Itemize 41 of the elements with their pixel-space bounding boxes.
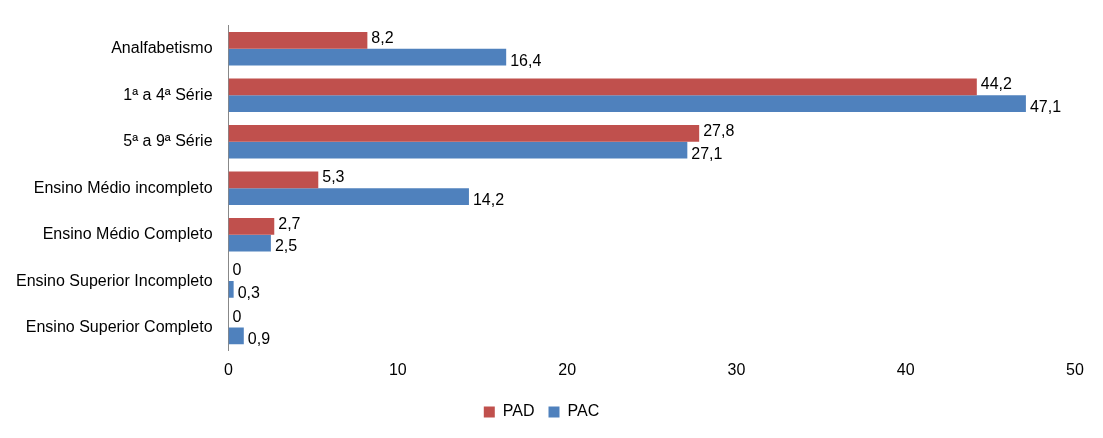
x-tick-label: 20 [558, 360, 577, 378]
legend-label: PAC [567, 402, 600, 420]
bar [228, 188, 469, 205]
data-label: 0,3 [237, 283, 260, 301]
x-tick-label: 0 [224, 360, 234, 378]
bar [228, 171, 319, 189]
data-label: 47,1 [1029, 98, 1062, 116]
y-tick-label: 1ª a 4ª Série [123, 85, 213, 103]
x-tick-label: 40 [896, 360, 915, 378]
data-label: 0,9 [247, 330, 271, 348]
data-label: 16,4 [510, 51, 542, 69]
y-tick-label: 5ª a 9ª Série [123, 132, 213, 150]
y-tick-label: Ensino Superior Incompleto [15, 271, 213, 289]
data-label: 27,8 [703, 121, 735, 139]
data-label: 44,2 [980, 75, 1013, 93]
bar [228, 281, 234, 298]
data-label: 2,7 [278, 214, 301, 232]
data-label: 5,3 [322, 168, 345, 186]
data-label: 0 [232, 261, 242, 279]
data-label: 14,2 [472, 190, 505, 208]
bar [228, 217, 275, 235]
bar [228, 48, 507, 66]
x-tick-label: 50 [1066, 360, 1084, 378]
x-tick-label: 10 [388, 360, 407, 378]
bar [228, 95, 1026, 113]
bar [228, 32, 368, 49]
data-label: 0 [232, 307, 242, 325]
data-label: 27,1 [691, 144, 723, 162]
bar [228, 125, 700, 142]
bar [228, 234, 271, 252]
y-tick-label: Ensino Superior Completo [25, 317, 213, 335]
y-tick-label: Ensino Médio incompleto [33, 178, 213, 196]
data-label: 2,5 [274, 237, 298, 255]
legend-label: PAD [502, 402, 535, 420]
y-tick-label: Analfabetismo [111, 39, 213, 57]
bar [228, 78, 977, 96]
data-label: 8,2 [371, 28, 394, 46]
bar [228, 141, 688, 159]
bar [228, 327, 244, 345]
y-tick-label: Ensino Médio Completo [42, 225, 213, 243]
x-tick-label: 30 [727, 360, 746, 378]
